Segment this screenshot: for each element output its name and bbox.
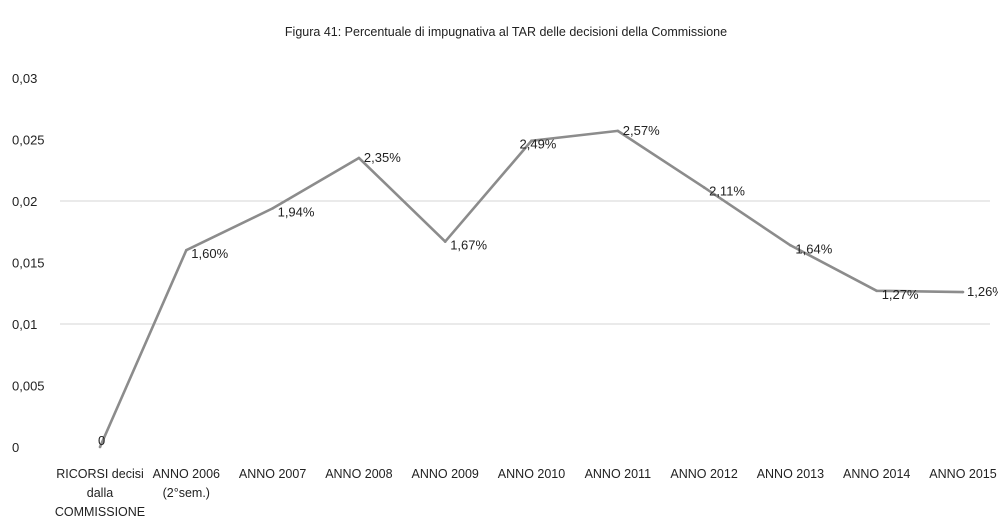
data-label: 1,64%	[795, 241, 832, 256]
data-point	[185, 248, 188, 252]
x-tick-label: RICORSI decisi dalla COMMISSIONE	[55, 467, 145, 519]
data-label: 2,35%	[364, 150, 401, 165]
x-tick-label-line: RICORSI decisi	[56, 467, 144, 481]
gridlines	[60, 200, 990, 325]
x-tick-label-line: dalla	[87, 486, 113, 500]
y-tick-label: 0,03	[12, 71, 37, 86]
x-tick-label-line: ANNO 2010	[498, 467, 565, 481]
data-point	[271, 207, 274, 210]
x-tick-label-line: ANNO 2014	[843, 467, 910, 481]
data-point	[443, 240, 447, 243]
series-line-group	[98, 129, 965, 449]
data-label: 1,26%	[967, 284, 998, 299]
data-point	[702, 186, 706, 189]
data-label: 1,27%	[882, 287, 919, 302]
x-tick-label-line: (2°sem.)	[163, 486, 210, 500]
data-labels: 0 1,60% 1,94% 2,35% 1,67% 2,49% 2,57% 2,11% 1,64…	[98, 123, 998, 448]
x-tick-label-line: ANNO 2013	[757, 467, 824, 481]
data-point	[875, 289, 878, 293]
x-tick-label: ANNO 2015	[929, 467, 996, 481]
y-tick-label: 0,01	[12, 317, 37, 332]
data-label: 1,60%	[191, 246, 228, 261]
y-tick-label: 0,005	[12, 379, 45, 394]
x-tick-label-line: ANNO 2009	[411, 467, 478, 481]
x-tick-label-line: ANNO 2007	[239, 467, 306, 481]
x-tick-label-line: COMMISSIONE	[55, 505, 145, 519]
x-tick-label-line: ANNO 2012	[670, 467, 737, 481]
x-tick-label-line: ANNO 2006	[153, 467, 220, 481]
data-label: 2,11%	[709, 183, 745, 198]
x-tick-label: ANNO 2007	[239, 467, 306, 481]
data-point	[357, 156, 361, 160]
x-tick-label: ANNO 2013	[757, 467, 824, 481]
data-label: 2,49%	[520, 137, 557, 152]
x-tick-label: ANNO 2010	[498, 467, 565, 481]
series-line	[98, 129, 964, 448]
x-tick-label-line: ANNO 2015	[929, 467, 996, 481]
data-point	[98, 445, 102, 449]
data-point	[616, 129, 620, 133]
x-tick-label-line: ANNO 2008	[325, 467, 392, 481]
data-label: 1,67%	[450, 238, 487, 253]
data-label: 1,94%	[278, 204, 315, 219]
chart-title: Figura 41: Percentuale di impugnativa al…	[285, 25, 727, 39]
x-tick-label: ANNO 2008	[325, 467, 392, 481]
x-tick-label: ANNO 2012	[670, 467, 737, 481]
x-tick-label: ANNO 2009	[411, 467, 478, 481]
y-tick-label: 0,02	[12, 194, 37, 209]
y-tick-label: 0,015	[12, 256, 45, 271]
x-tick-label: ANNO 2011	[585, 467, 652, 481]
x-axis-ticks: RICORSI decisi dalla COMMISSIONE ANNO 2006 (…	[55, 467, 997, 519]
x-tick-label: ANNO 2006 (2°sem.)	[153, 467, 220, 500]
y-tick-label: 0	[12, 440, 19, 455]
data-point	[530, 139, 533, 143]
y-tick-label: 0,025	[12, 133, 45, 148]
x-tick-label-line: ANNO 2011	[585, 467, 652, 481]
data-point	[961, 290, 965, 294]
data-label: 2,57%	[623, 123, 660, 138]
data-label: 0	[98, 433, 105, 448]
x-tick-label: ANNO 2014	[843, 467, 910, 481]
data-point	[789, 243, 792, 247]
y-axis-ticks: 0 0,005 0,01 0,015 0,02 0,025 0,03	[12, 71, 45, 455]
